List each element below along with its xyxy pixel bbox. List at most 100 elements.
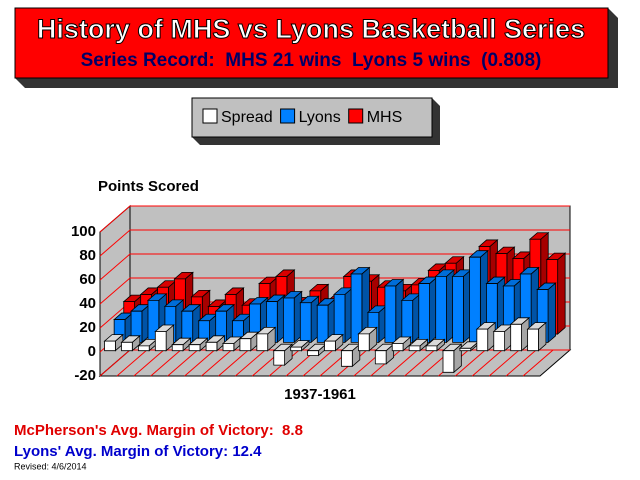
bar (468, 249, 489, 344)
bar (526, 321, 548, 352)
bar (103, 333, 124, 352)
bar-top-shade (479, 239, 498, 247)
bar-top-shade (367, 305, 387, 313)
bar (180, 303, 202, 344)
bar (434, 269, 456, 344)
bar-side-shade (453, 344, 462, 373)
bar-front (452, 275, 464, 343)
bar-side-shade (175, 299, 184, 343)
floor-grid-line (184, 349, 215, 377)
bar-top-shade (164, 299, 184, 307)
bar-front (137, 345, 150, 352)
bar-top-shade (138, 339, 157, 346)
grid-line (99, 229, 570, 257)
bar-front (391, 343, 404, 352)
bar-side-shade (132, 335, 140, 351)
bar-front (290, 346, 302, 352)
legend: Spread Lyons MHS (202, 108, 402, 126)
bar-front (374, 350, 387, 365)
bar-front (341, 350, 353, 367)
floor-grid-line (116, 349, 148, 377)
bar-top-shade (239, 332, 259, 339)
bar-top-shade (206, 335, 225, 343)
bar-front (205, 341, 218, 352)
bar (349, 266, 371, 344)
floor-grid-line (471, 349, 503, 377)
bar-top-shade (157, 280, 176, 288)
y-tick-label: 80 (79, 247, 96, 264)
bar-front (442, 350, 455, 373)
bar (323, 333, 344, 352)
bar-side-shade (294, 291, 302, 343)
x-axis-label: 1937-1961 (284, 386, 356, 403)
legend-swatch (202, 108, 218, 124)
bar-front (459, 347, 472, 352)
bar-side-shade (429, 277, 438, 343)
bar-front (493, 331, 506, 352)
floor-grid-line (150, 349, 182, 377)
bar-front (188, 344, 201, 352)
bar-front (408, 345, 421, 352)
bar-front (527, 328, 539, 352)
bar-side-shade (446, 269, 455, 343)
bar (441, 343, 463, 374)
bar-side-shade (124, 313, 133, 343)
bar (340, 343, 361, 368)
annotation: Lyons' Avg. Margin of Victory: 12.4 (14, 443, 262, 460)
bar-front (384, 285, 397, 343)
annotations: McPherson's Avg. Margin of Victory: 8.8 L… (14, 422, 303, 471)
bar (282, 290, 303, 344)
bar-top-shade (375, 344, 394, 351)
bar-side-shade (521, 317, 530, 351)
bar-top-shade (114, 313, 133, 320)
bar (197, 313, 219, 344)
bar-top-shade (276, 269, 295, 277)
bar-side-shade (199, 338, 208, 351)
bar (120, 334, 141, 352)
floor-grid-line (522, 349, 554, 377)
bar (400, 293, 422, 344)
bar-front (299, 302, 312, 343)
bar-front (273, 350, 286, 366)
y-tick-label: 100 (71, 223, 96, 240)
bar-front (222, 343, 235, 352)
bar-top-shade (459, 341, 479, 349)
bar-top-shade (208, 299, 227, 307)
bar-top-shade (443, 344, 462, 351)
bar-top-shade (104, 334, 123, 342)
floor-grid-line (455, 349, 486, 377)
bar-side-shade (301, 340, 310, 351)
bar-top-shade (215, 304, 235, 312)
bar-top-shade (418, 277, 438, 284)
bar-side-shade (378, 305, 387, 343)
y-tick-label: -20 (74, 367, 96, 384)
legend-swatch (348, 108, 364, 124)
bar-side-shade (487, 322, 496, 351)
bar-top-shade (225, 287, 244, 295)
bar-front (357, 333, 370, 352)
bar-side-shade (352, 344, 360, 367)
bar-top-shade (520, 267, 539, 274)
annotation: McPherson's Avg. Margin of Victory: 8.8 (14, 422, 303, 439)
floor-grid-line (404, 349, 435, 377)
floor-grid-line (235, 349, 266, 377)
bar (214, 303, 236, 344)
bar-front (435, 275, 447, 343)
bar-front (307, 350, 319, 356)
floor-grid-line (505, 349, 537, 377)
bar-side-shade (233, 337, 242, 351)
bar-top-shade (290, 340, 310, 348)
bar (188, 337, 209, 352)
bar-top-shade (174, 272, 193, 279)
bar (289, 339, 311, 352)
bar-side-shade (504, 325, 513, 351)
bar-side-shade (192, 304, 201, 343)
bar (154, 324, 175, 352)
floor-grid-line (133, 349, 165, 377)
bar-side-shade (216, 335, 225, 351)
bar-side-shade (277, 295, 285, 343)
bar-top-shade (147, 293, 167, 301)
bar-side-shade (267, 327, 276, 351)
bar-top-shade (426, 339, 445, 346)
